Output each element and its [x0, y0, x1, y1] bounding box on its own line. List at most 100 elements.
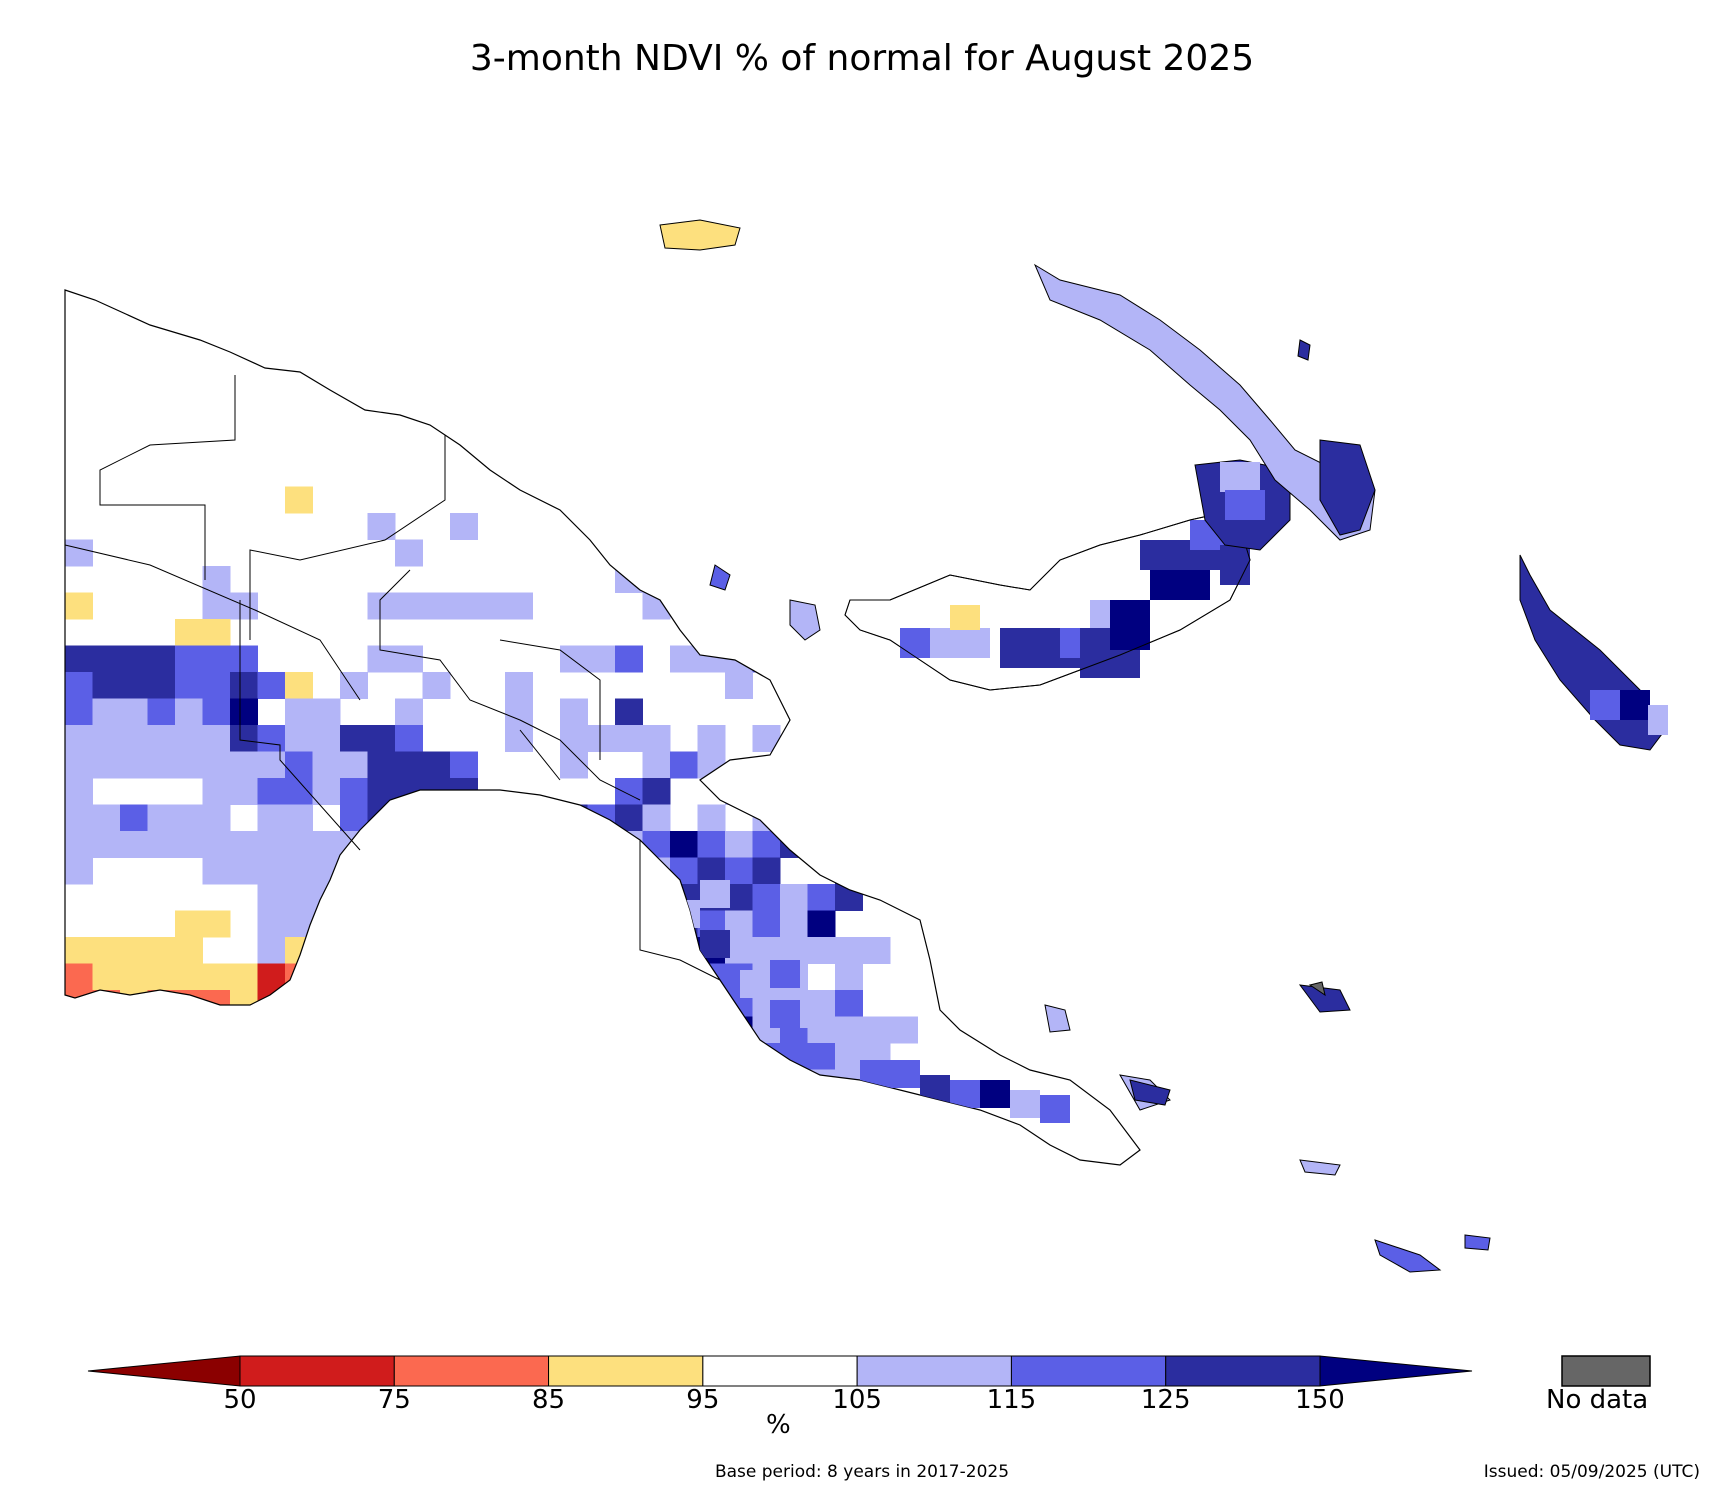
map-title: 3-month NDVI % of normal for August 2025	[469, 38, 1255, 79]
colorbar-tick-label: 95	[686, 1385, 720, 1415]
ndvi-cell	[807, 1043, 836, 1070]
ndvi-cell	[230, 857, 258, 885]
ndvi-cell	[257, 672, 286, 699]
ndvi-cell	[422, 672, 451, 699]
ndvi-cell	[230, 698, 258, 726]
ndvi-cell	[285, 725, 313, 752]
ndvi-cell	[120, 804, 148, 832]
ndvi-cell	[257, 910, 286, 938]
ndvi-cell	[147, 698, 176, 726]
colorbar-segment	[702, 1355, 858, 1387]
ndvi-cell	[367, 592, 396, 620]
ndvi-cell	[505, 592, 533, 620]
ndvi-cell	[1040, 1095, 1070, 1123]
ndvi-cell	[422, 751, 451, 779]
ndvi-cell	[230, 831, 258, 858]
ndvi-cell	[587, 645, 616, 673]
ndvi-cell	[862, 1016, 891, 1044]
ndvi-cell	[120, 937, 148, 964]
ndvi-cell	[615, 698, 643, 726]
ndvi-cell	[642, 725, 671, 752]
ndvi-cell	[120, 751, 148, 779]
ndvi-cell	[230, 725, 258, 752]
ndvi-cell	[92, 725, 121, 752]
ndvi-cell	[120, 725, 148, 752]
ndvi-cell	[642, 751, 671, 779]
ndvi-cell	[395, 751, 423, 779]
ndvi-cell	[477, 592, 506, 620]
ndvi-cell	[175, 698, 203, 726]
ndvi-cell	[395, 539, 423, 567]
ndvi-cell	[175, 725, 203, 752]
ndvi-cell	[780, 937, 808, 964]
ndvi-cell	[800, 1000, 830, 1028]
ndvi-cell	[395, 645, 423, 673]
ndvi-cell	[257, 831, 286, 858]
ndvi-cell	[835, 1043, 863, 1070]
ndvi-cell	[175, 831, 203, 858]
colorbar-extend-high	[1319, 1355, 1473, 1387]
colorbar-tick-label: 125	[1140, 1385, 1191, 1415]
colorbar-tick-label: 150	[1295, 1385, 1345, 1415]
ndvi-cell	[65, 725, 93, 752]
ndvi-cell	[340, 778, 368, 805]
ndvi-cell	[202, 619, 231, 646]
ndvi-cell	[615, 725, 643, 752]
ndvi-cell	[285, 804, 313, 832]
colorbar-unit: %	[766, 1410, 791, 1440]
ndvi-cell	[147, 645, 176, 673]
ndvi-cell	[120, 831, 148, 858]
ndvi-cell	[147, 804, 176, 832]
colorbar-segment	[393, 1355, 550, 1387]
ndvi-cell	[65, 963, 93, 991]
ndvi-cell	[147, 963, 176, 991]
ndvi-cell	[257, 751, 286, 779]
ndvi-cell	[615, 645, 643, 673]
ndvi-cell	[752, 884, 781, 911]
colorbar-tick-label: 85	[532, 1385, 566, 1415]
ndvi-cell	[65, 831, 93, 858]
ndvi-cell	[230, 751, 258, 779]
ndvi-cell	[202, 804, 231, 832]
ndvi-cell	[65, 645, 93, 673]
colorbar-extend-low	[87, 1355, 241, 1387]
ndvi-cell	[230, 963, 258, 991]
ndvi-cell	[202, 910, 231, 938]
ndvi-cell	[340, 751, 368, 779]
ndvi-cell	[697, 725, 726, 752]
colorbar-tick-label: 115	[986, 1385, 1037, 1415]
ndvi-cell	[65, 937, 93, 964]
ndvi-cell	[312, 725, 341, 752]
ndvi-cell	[312, 751, 341, 779]
ndvi-cell	[807, 910, 836, 938]
ndvi-cell	[257, 937, 286, 964]
ndvi-cell	[770, 1000, 800, 1028]
ndvi-cell	[175, 751, 203, 779]
ndvi-cell	[230, 778, 258, 805]
ndvi-cell	[147, 725, 176, 752]
colorbar-segment	[856, 1355, 1012, 1387]
ndvi-cell	[700, 880, 730, 908]
ndvi-cell	[175, 937, 203, 964]
ndvi-cell	[230, 672, 258, 699]
ndvi-cell	[202, 857, 231, 885]
ndvi-cell	[835, 990, 863, 1017]
ndvi-cell	[560, 751, 588, 779]
ndvi-cell	[147, 937, 176, 964]
ndvi-cell	[202, 725, 231, 752]
ndvi-cell	[202, 672, 231, 699]
ndvi-cell	[120, 698, 148, 726]
ndvi-cell	[700, 930, 730, 958]
ndvi-cell	[92, 645, 121, 673]
ndvi-cell	[560, 698, 588, 726]
ndvi-cell	[285, 672, 313, 699]
colorbar-segment	[1010, 1355, 1167, 1387]
ndvi-cell	[450, 751, 478, 779]
ndvi-cell	[285, 751, 313, 779]
ndvi-cell	[147, 672, 176, 699]
ndvi-cell	[980, 1080, 1010, 1108]
ndvi-cell	[202, 778, 231, 805]
colorbar-segment	[1165, 1355, 1321, 1387]
ndvi-cell	[560, 725, 588, 752]
